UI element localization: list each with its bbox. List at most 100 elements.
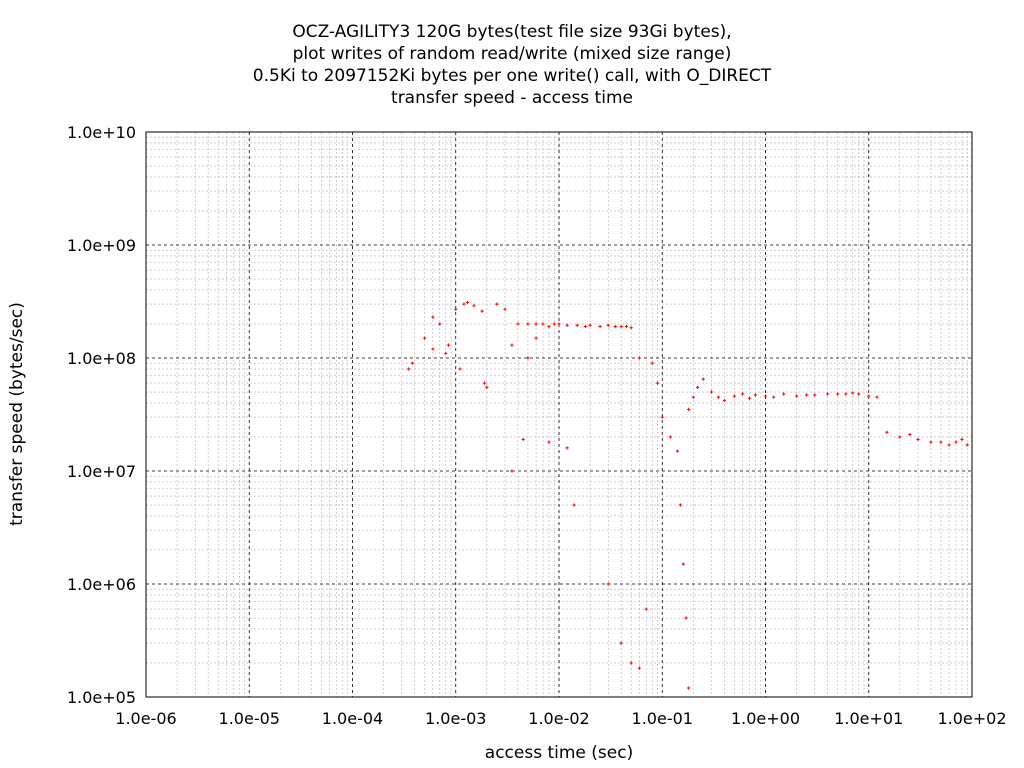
x-axis-label: access time (sec) bbox=[485, 743, 633, 763]
data-point bbox=[495, 302, 499, 306]
plot-frame bbox=[145, 131, 973, 698]
data-point bbox=[438, 322, 442, 326]
data-point bbox=[732, 394, 737, 398]
data-point bbox=[960, 437, 964, 442]
data-point bbox=[637, 666, 641, 670]
data-point bbox=[753, 393, 758, 397]
data-point bbox=[613, 324, 617, 329]
data-point bbox=[637, 356, 641, 360]
data-point bbox=[510, 343, 514, 347]
data-point bbox=[668, 435, 673, 439]
data-point bbox=[472, 304, 476, 308]
data-point bbox=[691, 395, 695, 399]
data-point bbox=[526, 322, 530, 326]
x-tick-label: 1.0e-01 bbox=[632, 709, 693, 728]
data-point bbox=[898, 435, 902, 439]
x-tick-label: 1.0e-03 bbox=[425, 709, 486, 728]
data-point bbox=[465, 300, 470, 305]
data-points bbox=[407, 300, 969, 690]
data-point bbox=[687, 407, 691, 412]
x-tick-label: 1.0e-05 bbox=[219, 709, 280, 728]
data-point bbox=[526, 356, 530, 360]
data-point bbox=[939, 440, 943, 444]
data-point bbox=[462, 302, 466, 306]
chart-title-line-3: 0.5Ki to 2097152Ki bytes per one write()… bbox=[252, 66, 772, 86]
data-point bbox=[804, 393, 809, 397]
data-point bbox=[650, 361, 654, 365]
data-point bbox=[709, 390, 714, 394]
data-point bbox=[954, 440, 958, 444]
data-point bbox=[534, 322, 538, 326]
chart-title-line-4: transfer speed - access time bbox=[391, 88, 633, 108]
data-point bbox=[482, 381, 487, 385]
data-point bbox=[572, 503, 576, 507]
data-point bbox=[583, 324, 587, 329]
x-tick-label: 1.0e+00 bbox=[731, 709, 800, 728]
data-point bbox=[885, 430, 889, 434]
data-point bbox=[660, 415, 664, 419]
data-point bbox=[565, 323, 569, 327]
data-point bbox=[565, 446, 569, 450]
y-tick-label: 1.0e+08 bbox=[67, 349, 136, 368]
data-point bbox=[908, 432, 912, 437]
data-point bbox=[782, 392, 786, 396]
data-point bbox=[431, 315, 435, 319]
x-tick-label: 1.0e-02 bbox=[528, 709, 589, 728]
data-point bbox=[619, 324, 623, 329]
data-point bbox=[552, 322, 556, 326]
data-point bbox=[534, 336, 538, 340]
data-point bbox=[629, 661, 633, 665]
data-point bbox=[947, 443, 951, 447]
y-axis-label: transfer speed (bytes/sec) bbox=[7, 302, 27, 526]
data-point bbox=[480, 309, 484, 313]
data-point bbox=[655, 381, 660, 385]
data-point bbox=[684, 616, 688, 620]
data-point bbox=[629, 326, 633, 330]
y-tick-label: 1.0e+06 bbox=[67, 575, 136, 594]
data-point bbox=[851, 391, 855, 395]
data-point bbox=[454, 307, 458, 311]
data-point bbox=[644, 607, 648, 611]
data-point bbox=[598, 324, 602, 329]
data-point bbox=[813, 393, 817, 397]
data-point bbox=[547, 324, 551, 329]
chart-title-line-1: OCZ-AGILITY3 120G bytes(test file size 9… bbox=[292, 22, 732, 42]
data-point bbox=[675, 449, 679, 453]
data-point bbox=[458, 367, 462, 371]
data-point bbox=[606, 582, 610, 586]
data-point bbox=[836, 392, 840, 396]
data-point bbox=[431, 347, 435, 351]
data-point bbox=[575, 323, 579, 327]
x-tick-label: 1.0e-04 bbox=[322, 709, 383, 728]
data-point bbox=[407, 367, 411, 371]
data-point bbox=[929, 440, 933, 444]
data-point bbox=[857, 392, 861, 396]
data-point bbox=[916, 437, 920, 442]
x-tick-label: 1.0e-06 bbox=[115, 709, 176, 728]
y-tick-label: 1.0e+09 bbox=[67, 236, 136, 255]
y-tick-label: 1.0e+05 bbox=[67, 688, 136, 707]
data-point bbox=[844, 392, 848, 396]
data-point bbox=[772, 395, 776, 399]
data-point bbox=[557, 322, 561, 326]
data-point bbox=[516, 322, 520, 326]
x-tick-label: 1.0e+02 bbox=[937, 709, 1006, 728]
data-point bbox=[521, 437, 525, 442]
data-point bbox=[588, 323, 592, 327]
data-point bbox=[485, 385, 489, 389]
data-point bbox=[740, 392, 745, 396]
data-point bbox=[678, 503, 683, 507]
data-point bbox=[867, 394, 871, 398]
data-point bbox=[696, 385, 700, 389]
chart-title-line-2: plot writes of random read/write (mixed … bbox=[292, 44, 732, 64]
x-axis-ticks: 1.0e-06 1.0e-05 1.0e-04 1.0e-03 1.0e-02 1.0e-… bbox=[115, 709, 1006, 728]
data-point bbox=[763, 394, 768, 398]
data-point bbox=[547, 440, 551, 444]
data-point bbox=[541, 322, 545, 326]
data-point bbox=[446, 343, 451, 347]
data-point bbox=[503, 307, 507, 311]
data-point bbox=[701, 377, 705, 381]
data-point bbox=[826, 392, 830, 396]
data-point bbox=[606, 323, 610, 327]
data-point bbox=[687, 686, 691, 690]
